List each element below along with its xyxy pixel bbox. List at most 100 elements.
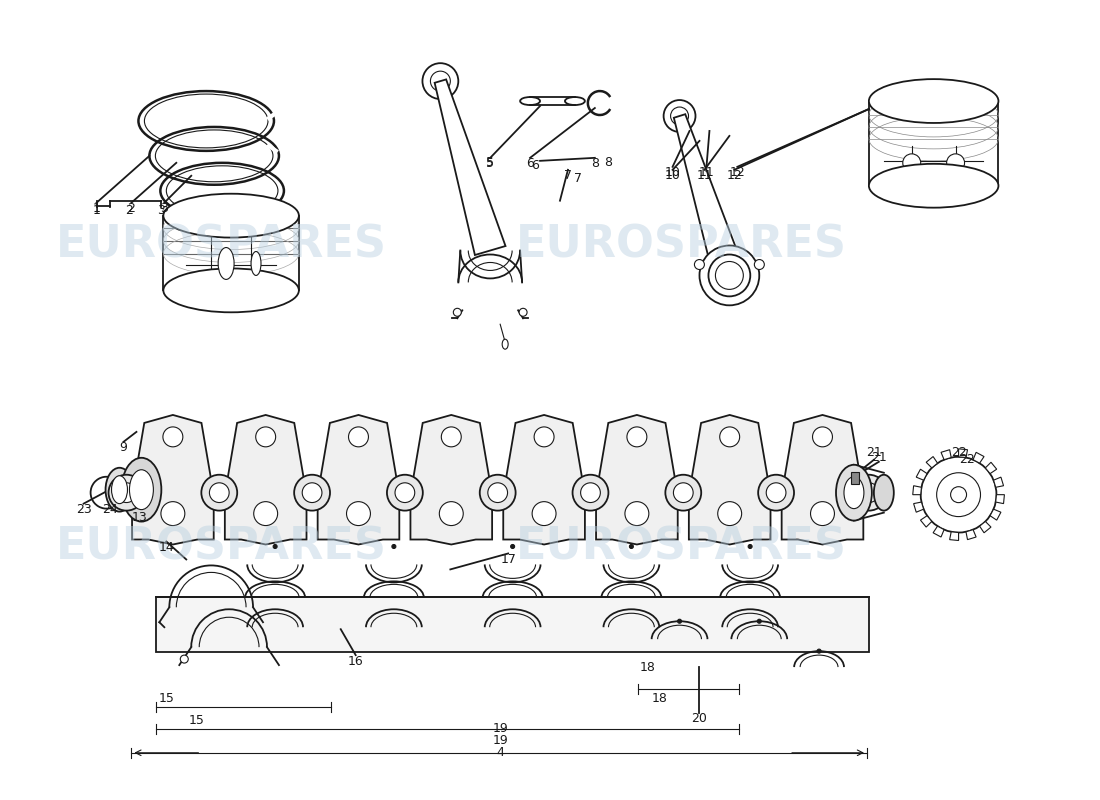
Circle shape (572, 474, 608, 510)
Text: 11: 11 (698, 166, 714, 179)
Circle shape (921, 457, 997, 533)
Polygon shape (940, 450, 952, 460)
Text: 7: 7 (574, 172, 582, 186)
Text: EUROSPARES: EUROSPARES (516, 526, 847, 569)
Ellipse shape (163, 269, 299, 312)
Text: 14: 14 (158, 541, 174, 554)
Polygon shape (913, 486, 922, 494)
Ellipse shape (121, 458, 162, 522)
Text: 16: 16 (348, 654, 364, 667)
Text: 2: 2 (125, 204, 133, 217)
Text: 22: 22 (959, 454, 975, 466)
Polygon shape (993, 477, 1003, 487)
Circle shape (937, 473, 980, 517)
Text: 23: 23 (76, 503, 91, 516)
Circle shape (717, 502, 741, 526)
Circle shape (903, 154, 921, 172)
Text: EUROSPARES: EUROSPARES (56, 223, 386, 266)
Polygon shape (318, 415, 399, 545)
Circle shape (302, 483, 322, 502)
Circle shape (757, 619, 761, 623)
Ellipse shape (130, 470, 153, 510)
Text: 8: 8 (604, 156, 612, 170)
Text: 1: 1 (92, 204, 100, 217)
Text: 8: 8 (591, 158, 598, 170)
Polygon shape (921, 516, 932, 527)
Polygon shape (933, 526, 944, 537)
Ellipse shape (869, 164, 999, 208)
Text: 21: 21 (871, 451, 887, 464)
Polygon shape (689, 415, 770, 545)
Text: 3: 3 (161, 202, 168, 215)
Ellipse shape (844, 477, 864, 509)
Text: 12: 12 (726, 170, 742, 182)
Text: 19: 19 (493, 722, 508, 735)
Circle shape (294, 474, 330, 510)
Text: 11: 11 (696, 170, 713, 182)
Circle shape (758, 474, 794, 510)
Circle shape (859, 483, 879, 502)
Polygon shape (990, 509, 1001, 520)
Circle shape (395, 483, 415, 502)
Polygon shape (674, 114, 745, 280)
Circle shape (671, 107, 689, 125)
Circle shape (441, 427, 461, 447)
Circle shape (627, 427, 647, 447)
Text: 3: 3 (157, 204, 165, 217)
Circle shape (947, 154, 965, 172)
Circle shape (708, 254, 750, 296)
Ellipse shape (163, 194, 299, 238)
Circle shape (817, 649, 821, 653)
Circle shape (673, 483, 693, 502)
Text: 7: 7 (564, 170, 572, 182)
Circle shape (755, 259, 764, 270)
Ellipse shape (520, 97, 540, 105)
Polygon shape (410, 415, 492, 545)
Text: EUROSPARES: EUROSPARES (56, 526, 386, 569)
Circle shape (811, 502, 835, 526)
Polygon shape (916, 470, 927, 480)
Circle shape (273, 545, 277, 549)
Circle shape (719, 427, 739, 447)
Polygon shape (434, 79, 506, 255)
Circle shape (950, 486, 967, 502)
Circle shape (163, 427, 183, 447)
Polygon shape (949, 532, 958, 541)
Circle shape (255, 427, 276, 447)
Text: 10: 10 (664, 170, 681, 182)
Text: 18: 18 (651, 693, 668, 706)
Circle shape (663, 100, 695, 132)
Text: 15: 15 (158, 693, 174, 706)
Circle shape (392, 545, 396, 549)
Polygon shape (926, 457, 937, 468)
Text: 13: 13 (132, 511, 147, 524)
Circle shape (480, 474, 516, 510)
Polygon shape (974, 452, 984, 463)
Text: 9: 9 (120, 442, 128, 454)
Circle shape (678, 619, 682, 623)
Circle shape (625, 502, 649, 526)
Polygon shape (156, 598, 869, 652)
Ellipse shape (873, 474, 894, 510)
Ellipse shape (503, 339, 508, 349)
Circle shape (487, 483, 507, 502)
Text: 1: 1 (92, 202, 100, 215)
Circle shape (519, 308, 527, 316)
Circle shape (813, 427, 833, 447)
Circle shape (851, 474, 887, 510)
Text: EUROSPARES: EUROSPARES (516, 223, 847, 266)
Text: 6: 6 (531, 159, 539, 172)
Circle shape (535, 427, 554, 447)
Circle shape (767, 483, 786, 502)
Polygon shape (966, 530, 976, 540)
Circle shape (254, 502, 277, 526)
Text: 4: 4 (496, 746, 504, 759)
Circle shape (346, 502, 371, 526)
Text: 12: 12 (729, 166, 745, 179)
Circle shape (629, 545, 634, 549)
Polygon shape (132, 415, 213, 545)
Circle shape (117, 483, 136, 502)
Circle shape (694, 259, 704, 270)
Polygon shape (596, 415, 678, 545)
Text: 24: 24 (101, 503, 118, 516)
